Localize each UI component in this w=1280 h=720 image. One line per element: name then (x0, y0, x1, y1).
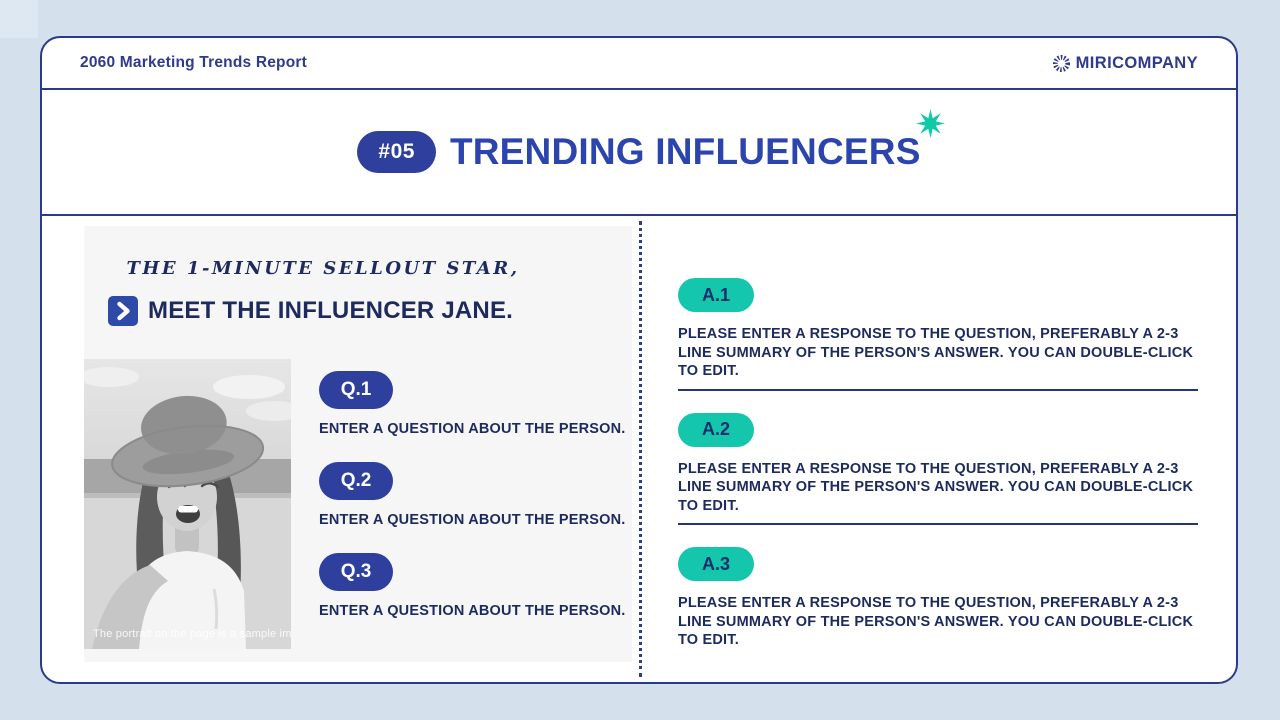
question-block-2: Q.2 ENTER A QUESTION ABOUT THE PERSON. (319, 462, 629, 528)
answer-block-2: A.2 PLEASE ENTER A RESPONSE TO THE QUEST… (678, 412, 1198, 525)
slide-card: 2060 Marketing Trends Report MIRICOMPANY… (40, 36, 1238, 684)
chevron-right-icon (108, 296, 138, 326)
answers-column: A.1 PLEASE ENTER A RESPONSE TO THE QUEST… (678, 278, 1198, 672)
dotted-divider (639, 221, 642, 677)
slide-title: TRENDING INFLUENCERS (449, 131, 921, 172)
question-3-badge: Q.3 (319, 553, 393, 591)
slide-body: THE 1-MINUTE SELLOUT STAR, MEET THE INFL… (42, 216, 1236, 682)
slide-header: 2060 Marketing Trends Report MIRICOMPANY (42, 38, 1236, 90)
question-block-3: Q.3 ENTER A QUESTION ABOUT THE PERSON. (319, 553, 629, 619)
answer-1-badge: A.1 (678, 278, 754, 312)
influencer-portrait-photo: The portrait on the page is a sample ima… (84, 359, 291, 649)
questions-column: Q.1 ENTER A QUESTION ABOUT THE PERSON. Q… (319, 371, 629, 644)
report-title: 2060 Marketing Trends Report (80, 54, 307, 71)
answer-2-badge: A.2 (678, 412, 754, 447)
influencer-name-heading: MEET THE INFLUENCER JANE. (148, 297, 514, 324)
brand-logo: MIRICOMPANY (1052, 54, 1198, 73)
question-3-placeholder[interactable]: ENTER A QUESTION ABOUT THE PERSON. (319, 603, 626, 619)
answer-3-placeholder[interactable]: PLEASE ENTER A RESPONSE TO THE QUESTION,… (678, 595, 1194, 648)
answer-block-1: A.1 PLEASE ENTER A RESPONSE TO THE QUEST… (678, 278, 1198, 391)
answer-block-3: A.3 PLEASE ENTER A RESPONSE TO THE QUEST… (678, 547, 1198, 650)
answer-1-placeholder[interactable]: PLEASE ENTER A RESPONSE TO THE QUESTION,… (678, 326, 1194, 379)
answer-2-placeholder[interactable]: PLEASE ENTER A RESPONSE TO THE QUESTION,… (678, 460, 1194, 514)
slide-number-badge: #05 (357, 131, 436, 173)
question-1-placeholder[interactable]: ENTER A QUESTION ABOUT THE PERSON. (319, 421, 626, 437)
starburst-icon (915, 109, 945, 138)
tagline: THE 1-MINUTE SELLOUT STAR, (126, 258, 520, 279)
question-1-badge: Q.1 (319, 371, 393, 409)
corner-decoration (0, 0, 38, 38)
photo-caption: The portrait on the page is a sample ima… (93, 628, 291, 640)
brand-name: MIRICOMPANY (1075, 53, 1198, 72)
title-section: #05 TRENDING INFLUENCERS (42, 90, 1236, 216)
influencer-heading: MEET THE INFLUENCER JANE. (108, 296, 513, 326)
sunburst-ring-icon (1052, 54, 1071, 73)
question-2-badge: Q.2 (319, 462, 393, 500)
answer-3-badge: A.3 (678, 547, 754, 581)
question-block-1: Q.1 ENTER A QUESTION ABOUT THE PERSON. (319, 371, 629, 437)
question-2-placeholder[interactable]: ENTER A QUESTION ABOUT THE PERSON. (319, 512, 626, 528)
influencer-panel: THE 1-MINUTE SELLOUT STAR, MEET THE INFL… (84, 226, 632, 662)
